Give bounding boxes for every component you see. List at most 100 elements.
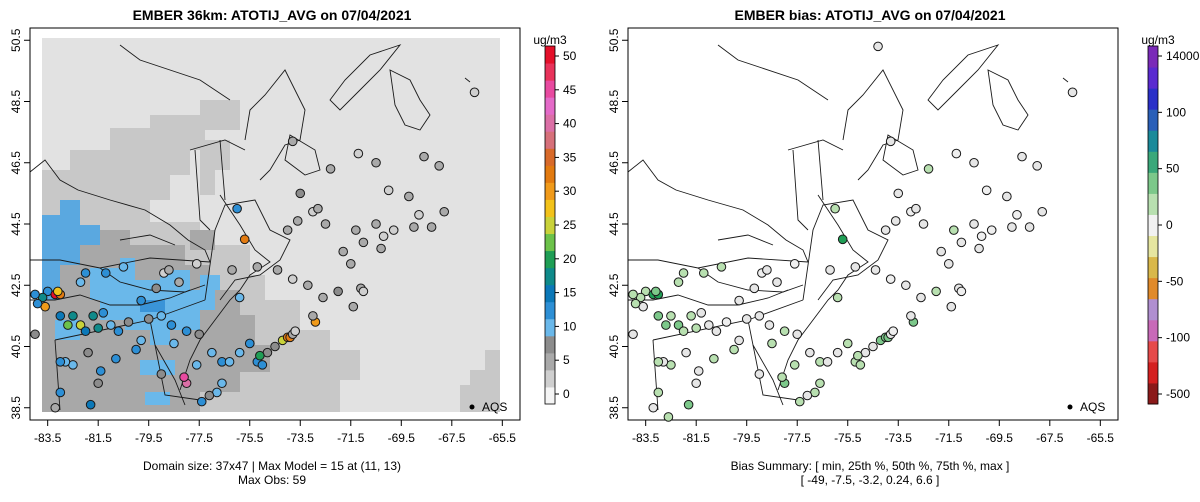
site-marker <box>174 277 184 287</box>
site-marker <box>287 136 298 147</box>
colorbar-segment <box>1148 109 1158 131</box>
gaspe <box>329 44 402 111</box>
x-tick-label: -69.5 <box>986 431 1014 445</box>
site-marker <box>469 87 480 98</box>
site-marker <box>378 231 389 242</box>
site-marker <box>80 326 91 336</box>
site-marker <box>80 268 91 278</box>
site-marker <box>224 357 235 367</box>
y-tick-label: 38.5 <box>9 396 23 420</box>
site-marker <box>764 320 775 330</box>
border-ohio-pa <box>54 339 61 411</box>
border-ohio-pa-r <box>652 339 659 411</box>
site-marker <box>916 292 926 303</box>
y-tick-label: 38.5 <box>607 396 621 420</box>
right-footer-line1: Bias Summary: [ min, 25th %, 50th %, 75t… <box>731 459 1010 473</box>
lake-erie-south-r <box>628 289 789 306</box>
colorbar-segment <box>1148 193 1158 215</box>
island-mark <box>464 77 471 83</box>
site-marker <box>683 399 694 410</box>
lake-erie-north-r <box>697 267 804 293</box>
colorbar-segment <box>545 250 555 269</box>
chesapeake <box>154 344 186 406</box>
x-tick-label: -67.5 <box>438 431 466 445</box>
site-marker <box>383 185 394 196</box>
site-marker <box>969 157 979 168</box>
site-marker <box>227 265 237 275</box>
site-marker <box>404 191 414 202</box>
site-marker <box>191 259 202 269</box>
x-tick-label: -73.5 <box>287 431 315 445</box>
colorbar-segment <box>545 233 555 252</box>
site-marker <box>981 185 992 196</box>
x-tick-label: -65.5 <box>1087 431 1115 445</box>
site-marker <box>419 151 429 162</box>
grid-zone-mid-3 <box>460 370 500 412</box>
lake-ontario <box>119 234 176 246</box>
border-vt-nh-r <box>792 149 809 231</box>
right-x-axis: -83.5 -81.5 -79.5 -77.5 -75.5 -73.5 -71.5 -69.5… <box>632 420 1114 445</box>
site-marker <box>179 372 189 382</box>
site-marker <box>55 311 66 321</box>
site-marker <box>901 280 911 291</box>
colorbar-segment <box>1148 88 1158 110</box>
site-marker <box>832 347 843 358</box>
site-marker <box>55 387 66 398</box>
colorbar-segment <box>1148 277 1158 300</box>
right-panel: EMBER bias: ATOTIJ_AVG on 07/04/2021 <box>607 7 1200 487</box>
site-marker <box>234 347 245 358</box>
colorbar-tick-label: 25 <box>563 218 577 232</box>
colorbar-tick-label: 50 <box>1166 162 1180 176</box>
site-marker <box>628 329 638 340</box>
site-marker <box>111 353 121 364</box>
site-marker <box>313 203 323 214</box>
site-marker <box>88 311 98 321</box>
coast-lake-huron <box>29 159 211 263</box>
site-marker <box>749 283 760 294</box>
site-marker <box>650 286 661 297</box>
site-marker <box>164 265 174 275</box>
site-marker <box>55 357 66 367</box>
site-marker <box>653 357 664 367</box>
y-tick-label: 42.5 <box>607 273 621 297</box>
site-marker <box>371 219 381 229</box>
site-marker <box>156 369 167 379</box>
colorbar-tick-label: 0 <box>563 387 570 401</box>
site-marker <box>348 301 359 312</box>
site-marker <box>792 329 803 340</box>
site-marker <box>439 206 450 217</box>
site-marker <box>653 311 664 321</box>
site-marker <box>252 262 263 272</box>
colorbar-segment <box>1148 319 1158 342</box>
site-marker <box>136 335 146 346</box>
site-marker <box>295 188 306 199</box>
site-marker <box>789 259 800 269</box>
site-marker <box>890 216 901 226</box>
site-marker <box>802 390 813 401</box>
y-tick-label: 46.5 <box>9 151 23 175</box>
site-marker <box>949 225 959 235</box>
new-england-outline <box>204 199 291 301</box>
y-tick-label: 50.5 <box>9 28 23 52</box>
site-marker <box>691 323 701 333</box>
left-boundaries <box>29 44 471 411</box>
site-marker <box>98 308 109 318</box>
site-marker <box>1017 151 1027 162</box>
left-aqs-legend-dot <box>469 404 475 410</box>
site-marker <box>815 378 825 389</box>
y-tick-label: 48.5 <box>607 89 621 113</box>
colorbar-tick-label: 30 <box>563 184 577 198</box>
left-footer-line1: Domain size: 37x47 | Max Model = 15 at (… <box>143 459 401 473</box>
coast-lake-huron-r <box>627 159 809 263</box>
site-marker <box>308 311 318 321</box>
site-marker <box>95 366 106 376</box>
border-me-nb <box>244 69 306 181</box>
site-marker <box>30 289 40 300</box>
site-marker <box>194 329 205 340</box>
grid-zone-mid-4 <box>485 350 500 370</box>
nova-scotia-north-r <box>987 69 1029 131</box>
right-y-axis: 38.5 40.5 42.5 44.5 46.5 48.5 50.5 <box>607 28 628 419</box>
right-colorbar-unit: ug/m3 <box>1141 33 1175 47</box>
site-marker <box>628 289 638 300</box>
